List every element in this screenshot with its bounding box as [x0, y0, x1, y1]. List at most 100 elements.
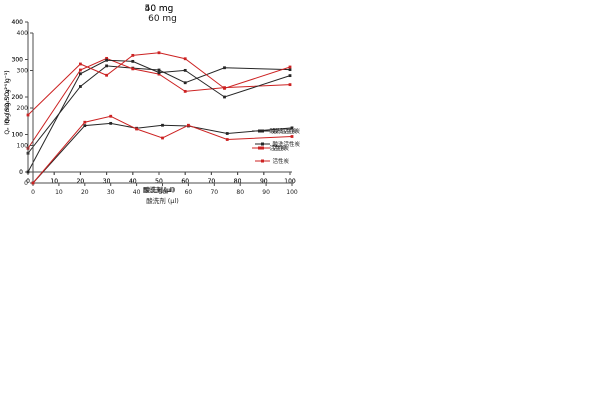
legend-marker — [261, 142, 264, 146]
data-point-marker — [223, 95, 226, 99]
x-tick-label: 40 — [129, 178, 137, 185]
data-point-marker — [157, 51, 161, 55]
x-tick-label: 90 — [260, 178, 268, 185]
chart-title-60mg: 60 mg — [148, 14, 177, 24]
data-point-marker — [131, 53, 135, 57]
data-point-marker — [79, 62, 82, 66]
y-axis-label: Qₑ (mg SO₄²⁻ g⁻¹) — [4, 70, 11, 123]
data-point-marker — [83, 124, 87, 128]
series-line-plain_series — [27, 52, 291, 116]
y-axis-label: Qₑ (mg SO₄²⁻ g⁻¹) — [4, 81, 11, 134]
data-point-marker — [288, 65, 292, 69]
legend-label: 酸洗活性炭 — [270, 127, 298, 135]
chart-panel-50mg: 50 mg 0 100 200 300 400 0 10 20 30 40 50 60 70 80 90 100… — [0, 0, 301, 209]
data-point-marker — [183, 57, 187, 61]
y-axis-label: Qₑ (mg SO₄²⁻ g⁻¹) — [4, 70, 11, 123]
x-tick-label: 60 — [181, 178, 189, 185]
data-point-marker — [223, 66, 226, 70]
y-tick-label: 300 — [17, 68, 29, 75]
x-tick-label: 100 — [286, 189, 298, 196]
x-tick-label: 40 — [133, 189, 141, 196]
x-tick-label: 20 — [81, 189, 89, 196]
x-tick-label: 30 — [103, 178, 111, 185]
x-tick-label: 60 — [185, 189, 193, 196]
data-point-marker — [135, 127, 138, 131]
data-point-marker — [187, 123, 190, 127]
y-tick-label: 100 — [12, 132, 24, 139]
data-point-marker — [79, 68, 82, 72]
y-tick-label: 0 — [19, 169, 23, 176]
y-tick-label: 400 — [12, 19, 24, 26]
x-tick-label: 80 — [234, 178, 242, 185]
data-point-marker — [109, 114, 113, 118]
x-tick-label: 10 — [50, 178, 58, 185]
data-point-marker — [105, 64, 108, 68]
data-point-marker — [131, 59, 135, 63]
x-tick-label: 40 — [129, 178, 137, 185]
series-line-acid_washed_series — [27, 59, 291, 173]
data-point-marker — [131, 67, 135, 71]
y-tick-label: 300 — [12, 57, 24, 64]
legend-label: 活性炭 — [273, 157, 290, 165]
y-tick-label: 400 — [12, 19, 24, 26]
data-point-marker — [288, 74, 292, 78]
x-tick-label: 50 — [159, 189, 167, 196]
data-point-marker — [157, 68, 161, 72]
x-tick-label: 30 — [103, 178, 111, 185]
legend-marker — [261, 159, 264, 163]
x-tick-label: 70 — [208, 178, 216, 185]
data-point-marker — [105, 58, 108, 62]
x-tick-label: 0 — [26, 178, 30, 185]
x-tick-label: 70 — [210, 189, 218, 196]
data-point-marker — [290, 135, 294, 138]
data-point-marker — [31, 181, 35, 185]
chart-panel-60mg: 60 mg 0 100 200 300 400 0 10 20 30 40 50 60 70 80 90 100… — [0, 0, 301, 209]
data-point-marker — [26, 170, 30, 174]
x-tick-label: 10 — [50, 178, 58, 185]
data-point-marker — [157, 72, 161, 76]
legend-marker — [261, 129, 264, 133]
x-tick-label: 90 — [262, 189, 270, 196]
data-point-marker — [157, 71, 161, 75]
chart-title-40mg: 40 mg — [145, 4, 174, 14]
data-point-marker — [183, 68, 187, 72]
y-tick-label: 200 — [12, 94, 24, 101]
data-point-marker — [79, 85, 82, 88]
x-tick-label: 100 — [284, 178, 296, 185]
legend-label: 活性炭 — [270, 144, 287, 152]
data-point-marker — [223, 86, 226, 90]
data-point-marker — [183, 81, 187, 85]
y-tick-label: 100 — [17, 143, 29, 150]
y-tick-label: 0 — [24, 180, 28, 187]
data-point-marker — [161, 136, 164, 140]
x-tick-label: 30 — [107, 189, 115, 196]
data-point-marker — [83, 120, 87, 124]
y-tick-label: 400 — [17, 30, 29, 37]
chart-title-50mg: 50 mg — [145, 4, 174, 14]
data-point-marker — [288, 83, 292, 87]
data-point-marker — [109, 121, 113, 125]
x-tick-label: 50 — [155, 178, 163, 185]
data-point-marker — [161, 123, 164, 127]
x-tick-label: 60 — [181, 178, 189, 185]
legend-label: 酸洗活性炭 — [273, 140, 301, 148]
x-tick-label: 10 — [55, 189, 63, 196]
legend-label: 活性炭 — [273, 144, 290, 152]
series-line-plain_series — [27, 57, 291, 149]
data-point-marker — [225, 132, 229, 135]
x-tick-label: 50 — [155, 178, 163, 185]
data-point-marker — [183, 89, 187, 93]
x-tick-label: 0 — [26, 178, 30, 185]
y-tick-label: 0 — [19, 169, 23, 176]
series-line-plain_series — [32, 115, 293, 184]
data-point-marker — [79, 72, 82, 76]
x-tick-label: 0 — [31, 189, 35, 196]
series-line-acid_washed_series — [32, 122, 293, 184]
legend-marker — [261, 146, 264, 150]
data-point-marker — [105, 56, 108, 60]
y-tick-label: 200 — [12, 94, 24, 101]
x-tick-label: 80 — [236, 189, 244, 196]
series-line-acid_washed_series — [27, 65, 291, 154]
